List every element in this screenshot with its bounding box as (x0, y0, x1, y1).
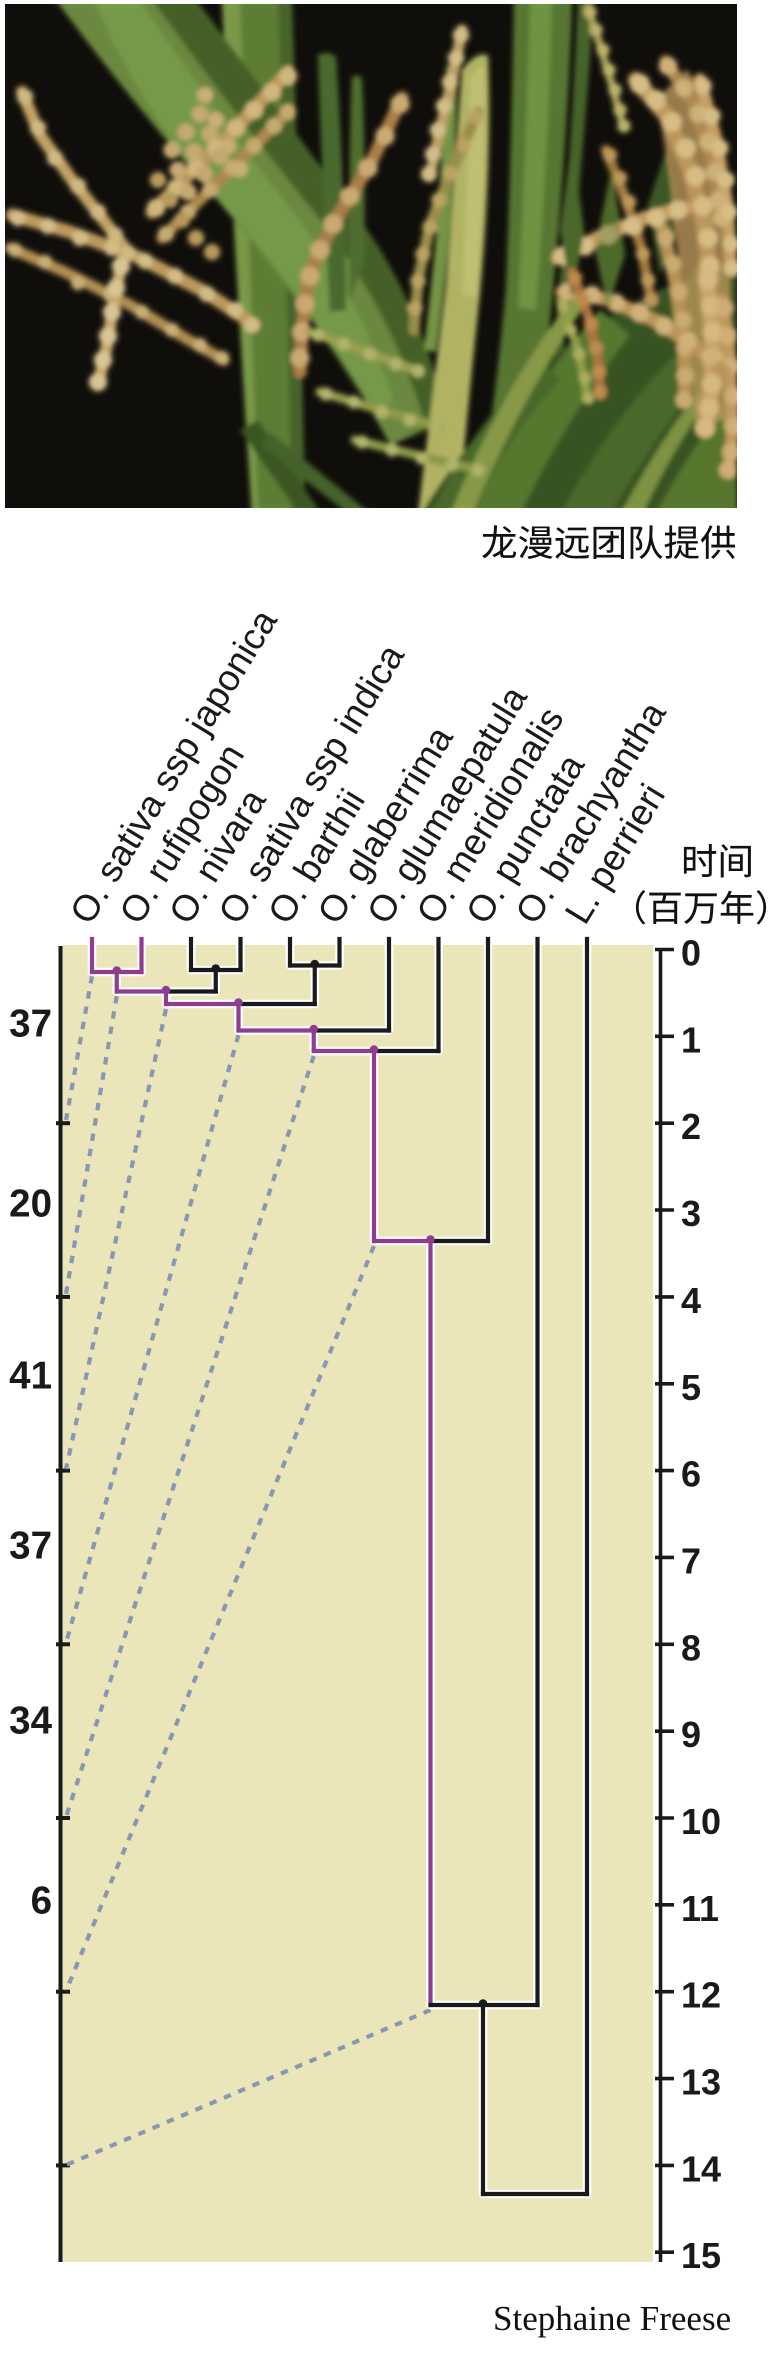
svg-text:6: 6 (31, 1880, 52, 1923)
svg-text:1: 1 (681, 1019, 701, 1060)
svg-text:5: 5 (681, 1367, 701, 1408)
svg-text:12: 12 (681, 1975, 721, 2016)
svg-text:9: 9 (681, 1714, 701, 1755)
svg-text:7: 7 (681, 1540, 701, 1581)
svg-text:10: 10 (681, 1801, 721, 1842)
svg-text:Stephaine Freese: Stephaine Freese (493, 2299, 731, 2338)
svg-text:0: 0 (681, 933, 701, 974)
svg-text:13: 13 (681, 2062, 721, 2103)
svg-text:20: 20 (9, 1183, 52, 1226)
svg-text:41: 41 (9, 1355, 52, 1398)
svg-text:4: 4 (681, 1280, 701, 1321)
svg-text:3: 3 (681, 1193, 701, 1234)
svg-text:15: 15 (681, 2235, 721, 2276)
svg-text:11: 11 (681, 1888, 719, 1929)
svg-text:37: 37 (9, 1525, 52, 1568)
svg-text:34: 34 (9, 1700, 52, 1743)
svg-text:6: 6 (681, 1454, 701, 1495)
svg-text:14: 14 (681, 2148, 721, 2189)
svg-text:37: 37 (9, 1003, 52, 1046)
svg-text:8: 8 (681, 1627, 701, 1668)
svg-text:2: 2 (681, 1106, 701, 1147)
